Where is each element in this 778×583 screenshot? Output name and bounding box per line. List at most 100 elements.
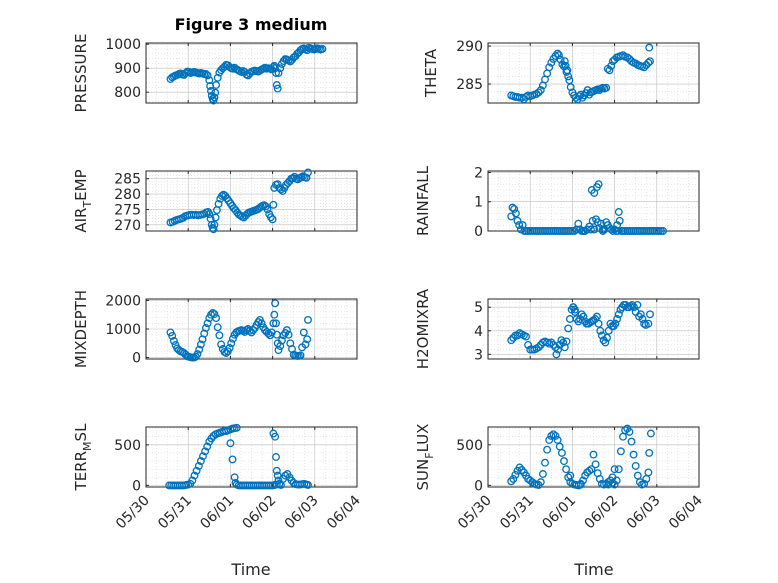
data-point [304, 481, 312, 489]
data-point [228, 334, 237, 343]
axes-box [145, 42, 358, 104]
series-markers [166, 168, 312, 234]
data-point [538, 470, 547, 478]
data-point [169, 337, 178, 345]
data-point [232, 423, 241, 432]
data-point [566, 471, 575, 480]
subplot-h2omixra: 3 4 5 H2OMIXRA [414, 288, 700, 369]
series-markers [166, 43, 327, 105]
data-point [594, 319, 603, 328]
y-axis-label: RAINFALL [414, 165, 432, 236]
data-point [188, 476, 197, 485]
data-point [257, 319, 266, 328]
data-point [536, 478, 545, 487]
data-point [515, 221, 524, 230]
x-tick-label: 06/02 [582, 493, 622, 533]
y-tick-label: 500 [114, 438, 141, 454]
subplot-sun-flux: 0 500 SUNFLUX 05/30 05/31 06/01 06/02 06/03 06/0… [414, 424, 706, 533]
data-point [303, 335, 312, 344]
data-point [194, 461, 203, 470]
subplot-terr-msl: 0 500 TERRMSL 05/30 05/31 06/01 06/02 06/03 06/0… [72, 423, 364, 532]
data-point [636, 310, 645, 319]
data-point [196, 340, 205, 349]
data-point [640, 319, 649, 328]
y-tick-label: 500 [456, 438, 483, 454]
data-point [556, 55, 565, 64]
data-point [228, 455, 237, 464]
data-point [619, 51, 627, 60]
series-markers [165, 423, 312, 490]
data-point [614, 310, 623, 319]
y-tick-label: 280 [114, 187, 141, 203]
data-point [601, 338, 610, 347]
data-point [282, 326, 291, 335]
data-point [585, 466, 594, 475]
data-point [551, 51, 560, 60]
data-point [203, 319, 212, 328]
y-axis-label: H2OMIXRA [414, 288, 432, 369]
data-point [210, 220, 219, 229]
data-point [646, 57, 654, 66]
data-point [203, 71, 212, 80]
data-point [301, 340, 310, 349]
y-axis-label: AIRTEMP [72, 169, 94, 232]
data-point [201, 323, 210, 332]
data-point [271, 432, 280, 441]
series-markers [166, 299, 312, 362]
data-point [591, 460, 600, 469]
y-tick-label: 285 [114, 172, 141, 188]
subplot-theta: 285 290 THETA [422, 39, 700, 104]
data-point [629, 450, 638, 459]
data-point [227, 339, 236, 348]
data-point [614, 465, 623, 474]
data-point [627, 57, 636, 66]
data-point [304, 315, 312, 324]
data-point [299, 328, 308, 337]
data-point [272, 81, 281, 89]
data-point [215, 331, 224, 340]
data-point [610, 465, 619, 474]
y-tick-label: 0 [474, 478, 483, 494]
data-point [564, 72, 573, 81]
data-point [644, 58, 653, 67]
data-point [562, 337, 571, 346]
y-tick-label: 2 [474, 165, 483, 181]
data-point [608, 478, 617, 487]
data-point [513, 216, 522, 225]
data-point [602, 83, 611, 92]
data-point [217, 340, 226, 349]
data-point [226, 439, 235, 448]
series-markers [507, 424, 655, 490]
data-point [621, 426, 630, 435]
data-point [190, 471, 199, 480]
data-point [633, 300, 642, 309]
y-axis-label: SUNFLUX [414, 424, 436, 491]
data-point [596, 326, 605, 335]
data-point [557, 448, 566, 457]
data-point [304, 168, 312, 177]
data-point [522, 332, 530, 341]
data-point [201, 70, 210, 78]
axes-box [487, 426, 700, 488]
figure-title: Figure 3 medium [175, 15, 328, 34]
data-point [213, 73, 222, 82]
data-point [210, 310, 219, 319]
data-point [179, 213, 188, 222]
subplot-pressure: 800 900 1000 PRESSURE [72, 34, 358, 112]
data-point [507, 336, 516, 345]
data-point [507, 477, 516, 486]
data-point [553, 49, 562, 58]
x-tick-label: 06/03 [624, 493, 664, 533]
data-point [528, 478, 537, 487]
data-point [587, 465, 596, 474]
data-point [645, 448, 654, 457]
data-point [547, 431, 556, 440]
data-point [508, 203, 517, 212]
x-tick-label: 06/02 [240, 493, 280, 533]
data-point [589, 450, 598, 459]
data-point [631, 461, 640, 470]
data-point [276, 64, 285, 73]
data-point [271, 299, 280, 308]
y-tick-label: 5 [474, 300, 483, 316]
